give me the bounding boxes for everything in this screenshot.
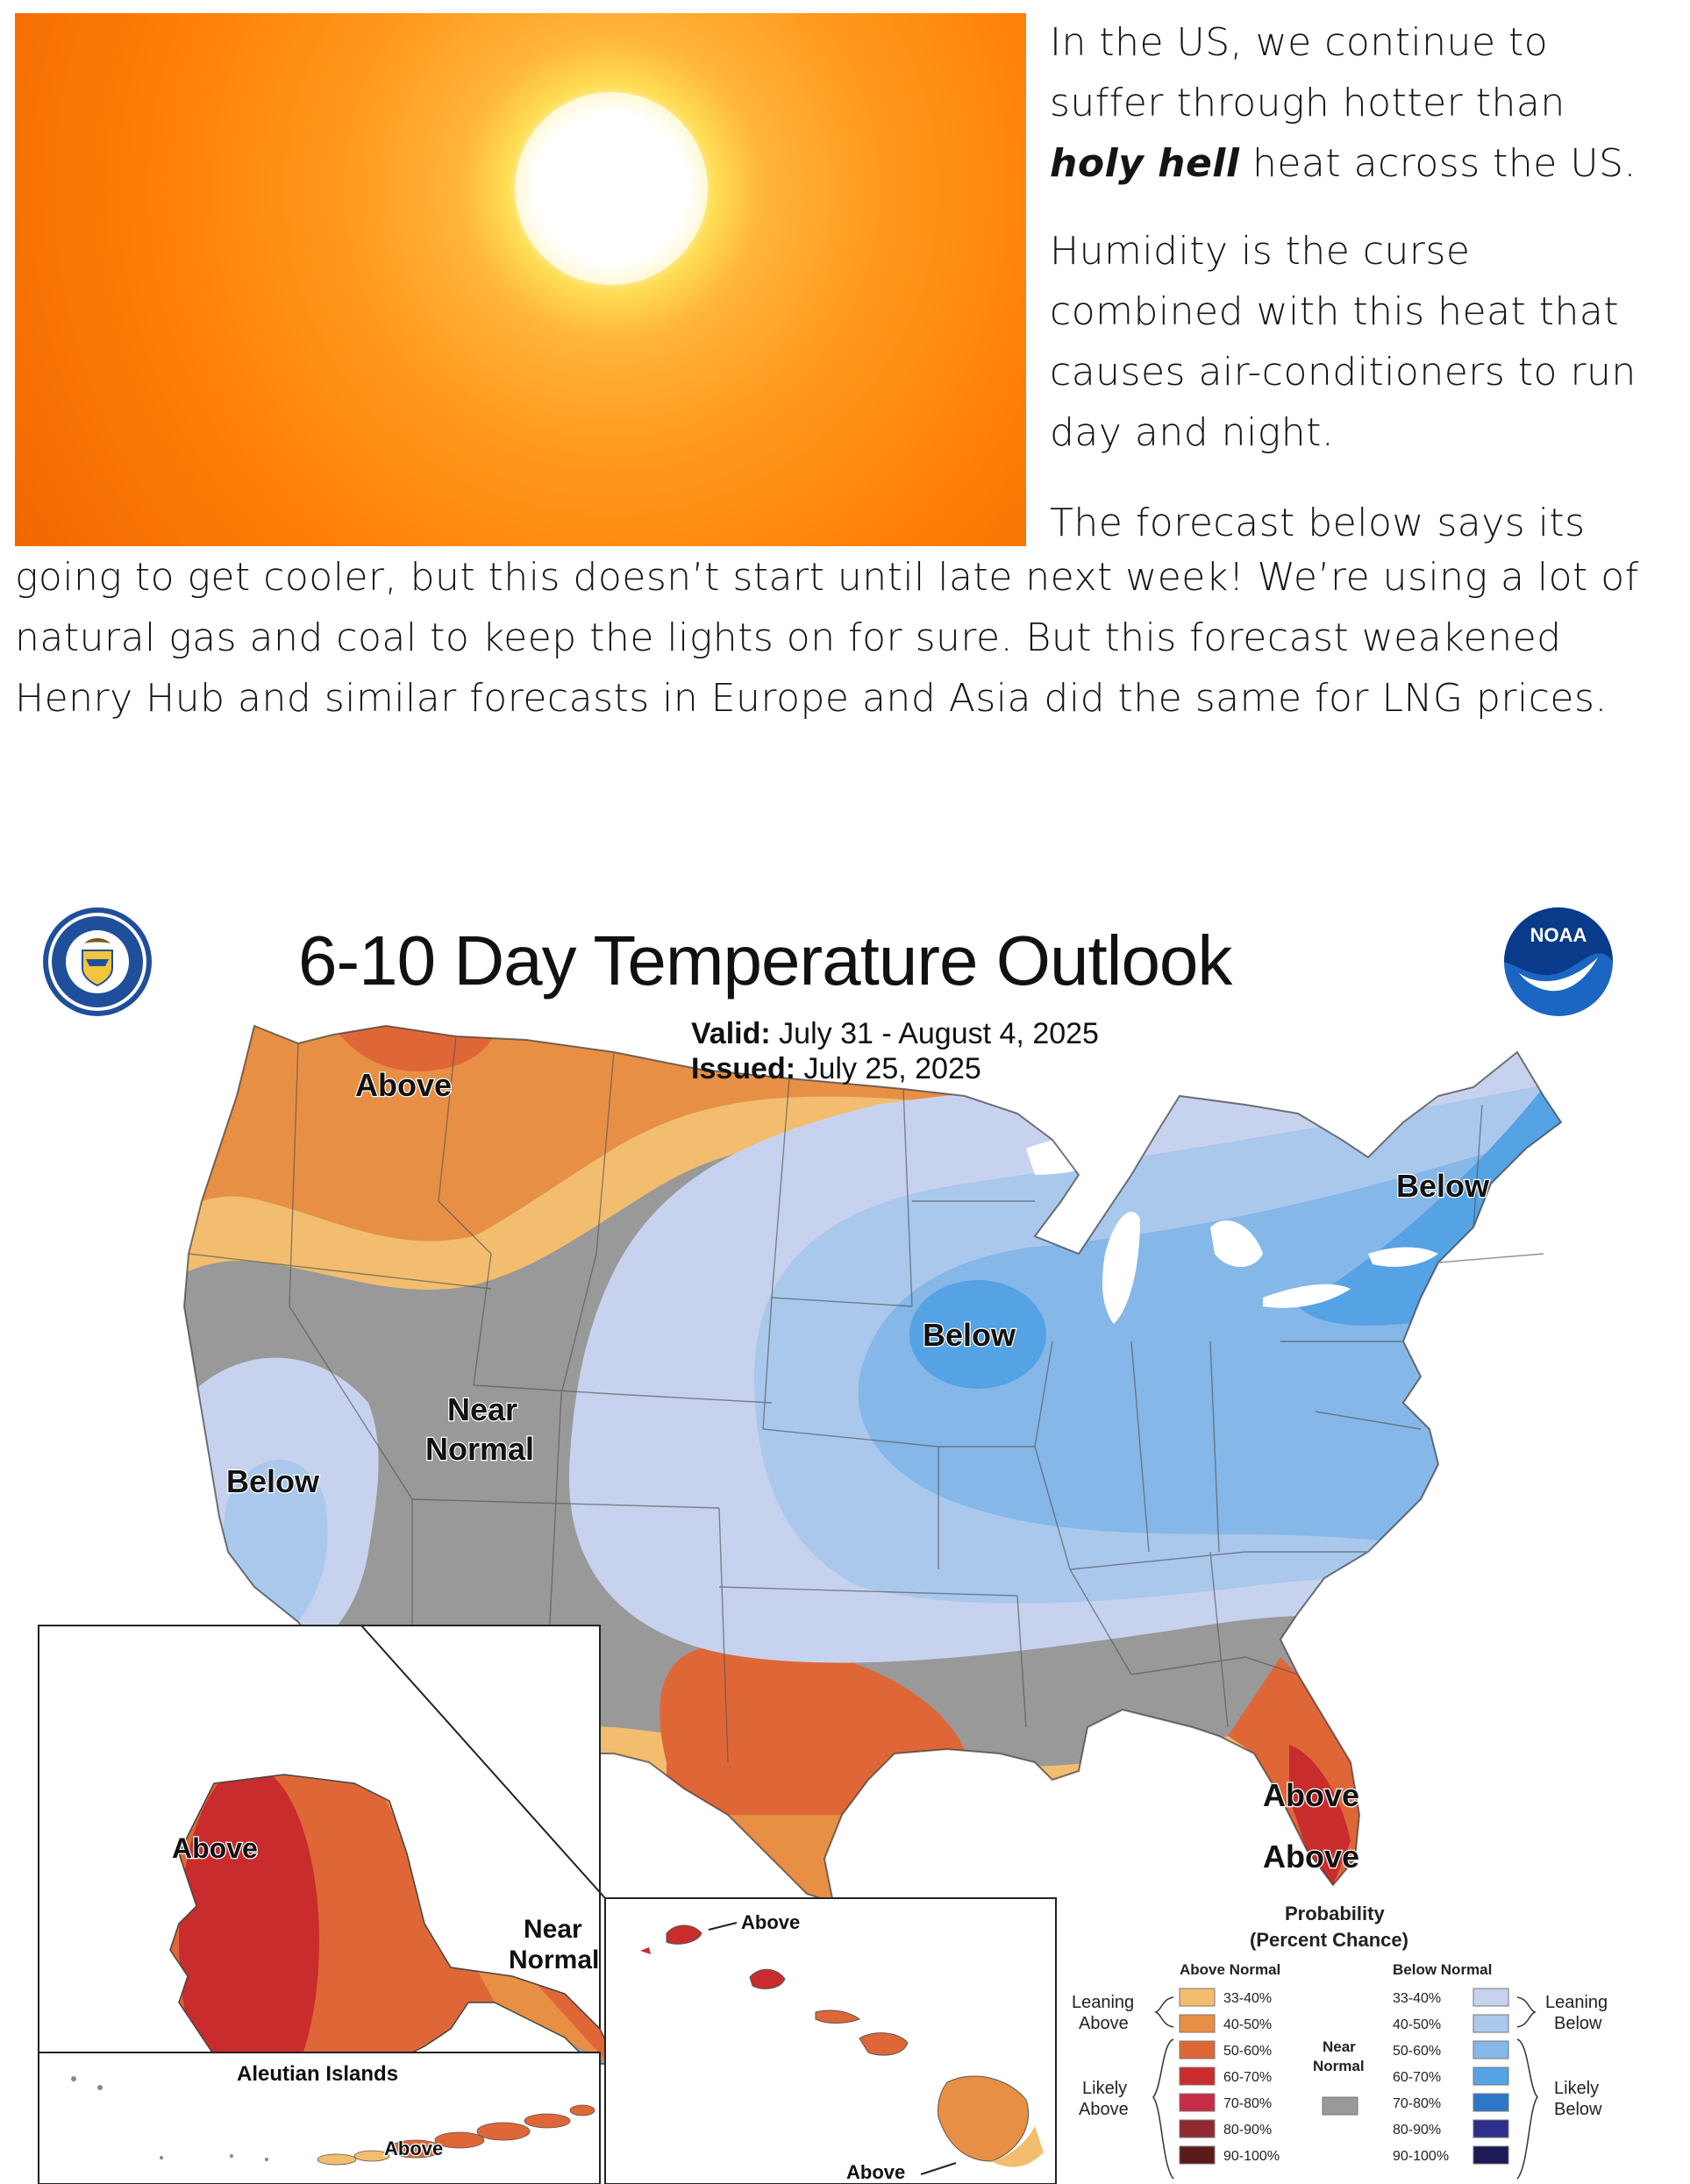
map-issued-line: Issued: July 25, 2025 <box>691 1052 981 1086</box>
hawaii-big-island <box>938 2075 1030 2162</box>
legend-range-above-6: 90-100% <box>1223 2149 1280 2164</box>
paragraph-heat: In the US, we continue to suffer through… <box>1050 12 1664 194</box>
legend-above-rows: 33-40% 40-50% 50-60% 60-70% 70-80% 80-90% 90-1… <box>1179 1988 1280 2165</box>
issued-date: July 25, 2025 <box>803 1052 981 1085</box>
label-near-normal-west-1: Near <box>447 1391 517 1427</box>
legend-near-1: Near <box>1323 2038 1356 2055</box>
noaa-wordmark: NOAA <box>1530 924 1587 946</box>
label-above-hawaii-south: Above <box>846 2161 905 2183</box>
legend-swatch-above-5 <box>1179 2119 1216 2138</box>
label-above-florida-keys: Above <box>1263 1839 1359 1875</box>
paragraph-humidity: Humidity is the curse combined with this… <box>1050 229 1637 455</box>
legend-swatch-above-3 <box>1179 2067 1216 2086</box>
legend-range-below-2: 50-60% <box>1393 2044 1441 2059</box>
hawaii-maui <box>859 2032 909 2056</box>
legend-above-header: Above Normal <box>1180 1961 1280 1978</box>
legend-range-below-6: 90-100% <box>1393 2149 1449 2164</box>
sun-photo <box>15 13 1026 546</box>
legend-swatch-above-6 <box>1179 2145 1216 2165</box>
legend-range-above-3: 60-70% <box>1223 2070 1272 2085</box>
legend-swatch-below-0 <box>1473 1988 1509 2007</box>
legend-title-probability: Probability <box>1285 1903 1385 1924</box>
legend-title-percent: (Percent Chance) <box>1250 1929 1408 1951</box>
legend-below-rows: 33-40% 40-50% 50-60% 60-70% 70-80% 80-90% 90-1… <box>1393 1988 1509 2165</box>
paragraph-forecast-start: The forecast below says its <box>1050 501 1586 545</box>
legend-range-above-5: 80-90% <box>1223 2123 1272 2138</box>
legend-swatch-above-2 <box>1179 2040 1216 2060</box>
label-below-northeast: Below <box>1396 1168 1490 1204</box>
legend-leaning-below-2: Below <box>1554 2014 1602 2033</box>
hawaii-oahu <box>749 1968 786 1989</box>
lake-ontario <box>1368 1247 1438 1267</box>
legend-swatch-below-2 <box>1473 2040 1509 2060</box>
legend-range-below-0: 33-40% <box>1393 1991 1441 2006</box>
legend-swatch-above-4 <box>1179 2093 1216 2112</box>
legend-range-above-0: 33-40% <box>1223 1991 1272 2006</box>
legend-swatch-below-1 <box>1473 2014 1509 2033</box>
label-aleutian-islands: Aleutian Islands <box>237 2062 398 2086</box>
map-valid-line: Valid: July 31 - August 4, 2025 <box>691 1017 1099 1051</box>
alaska-inset-connector <box>360 1625 606 1899</box>
label-above-hawaii-north: Above <box>741 1911 800 1933</box>
legend-swatch-below-6 <box>1473 2145 1509 2165</box>
paragraph-heat-end: heat across the US. <box>1239 141 1637 186</box>
valid-date-range: July 31 - August 4, 2025 <box>779 1017 1099 1050</box>
valid-label: Valid: <box>691 1017 771 1050</box>
lake-huron <box>1210 1220 1263 1267</box>
legend-swatch-below-3 <box>1473 2067 1509 2086</box>
legend-range-below-3: 60-70% <box>1393 2070 1441 2085</box>
label-near-normal-alaska-1: Near <box>524 1915 582 1944</box>
label-below-california: Below <box>226 1463 320 1499</box>
label-above-florida: Above <box>1263 1777 1359 1813</box>
legend-swatch-above-0 <box>1179 1988 1216 2007</box>
legend-range-above-2: 50-60% <box>1223 2044 1272 2059</box>
likely-above-florida-region <box>1289 1745 1351 1885</box>
legend-likely-above-2: Above <box>1079 2100 1129 2119</box>
legend-range-below-5: 80-90% <box>1393 2123 1441 2138</box>
sun-disc <box>515 92 708 285</box>
legend-range-above-1: 40-50% <box>1223 2017 1272 2032</box>
label-below-midwest: Below <box>923 1317 1016 1353</box>
legend-swatch-near-normal <box>1322 2096 1358 2116</box>
aleutian-inset <box>38 2052 601 2184</box>
lake-erie <box>1263 1284 1351 1308</box>
hawaii-molokai <box>815 2010 861 2024</box>
label-above-alaska: Above <box>172 1832 258 1864</box>
legend-likely-above-1: Likely <box>1082 2079 1127 2098</box>
map-title: 6-10 Day Temperature Outlook <box>298 921 1232 1000</box>
issued-label: Issued: <box>691 1052 796 1085</box>
label-above-aleutian: Above <box>384 2138 443 2159</box>
paragraph-heat-start: In the US, we continue to suffer through… <box>1050 20 1565 125</box>
legend-likely-below-2: Below <box>1554 2100 1602 2119</box>
legend-leaning-above-1: Leaning <box>1072 1993 1134 2012</box>
legend-below-header: Below Normal <box>1393 1961 1492 1978</box>
legend-range-below-4: 70-80% <box>1393 2096 1441 2111</box>
likely-below-iowa-core <box>909 1280 1046 1389</box>
legend-swatch-above-1 <box>1179 2014 1216 2033</box>
lake-michigan <box>1102 1212 1140 1324</box>
legend-leaning-below-1: Leaning <box>1545 1993 1608 2012</box>
noaa-logo-icon: NOAA <box>1504 907 1613 1016</box>
probability-legend: Probability (Percent Chance) Above Norma… <box>1072 1903 1608 2180</box>
label-above-northwest: Above <box>355 1067 452 1103</box>
outlook-map-graphic: Above Below Below Near Normal Below Abov… <box>38 1024 1608 2184</box>
legend-swatch-below-4 <box>1473 2093 1509 2112</box>
ak-likely-above-region <box>179 1775 319 2116</box>
label-near-normal-alaska-2: Normal <box>509 1946 599 1974</box>
legend-swatch-below-5 <box>1473 2119 1509 2138</box>
hawaii-kauai <box>666 1924 702 1945</box>
department-of-commerce-seal-icon <box>43 907 152 1016</box>
paragraph-forecast-continued: going to get cooler, but this doesn’t st… <box>15 555 1639 721</box>
legend-near-2: Normal <box>1313 2058 1365 2074</box>
legend-leaning-above-2: Above <box>1079 2014 1129 2033</box>
temperature-outlook-map: Above Below Below Near Normal Below Abov… <box>0 886 1690 2184</box>
label-near-normal-west-2: Normal <box>425 1431 534 1467</box>
emphasis-holy-hell: holy hell <box>1050 141 1240 186</box>
legend-likely-below-1: Likely <box>1554 2079 1599 2098</box>
legend-range-above-4: 70-80% <box>1223 2096 1272 2111</box>
hawaii-inset <box>604 1897 1057 2184</box>
legend-range-below-1: 40-50% <box>1393 2017 1441 2032</box>
